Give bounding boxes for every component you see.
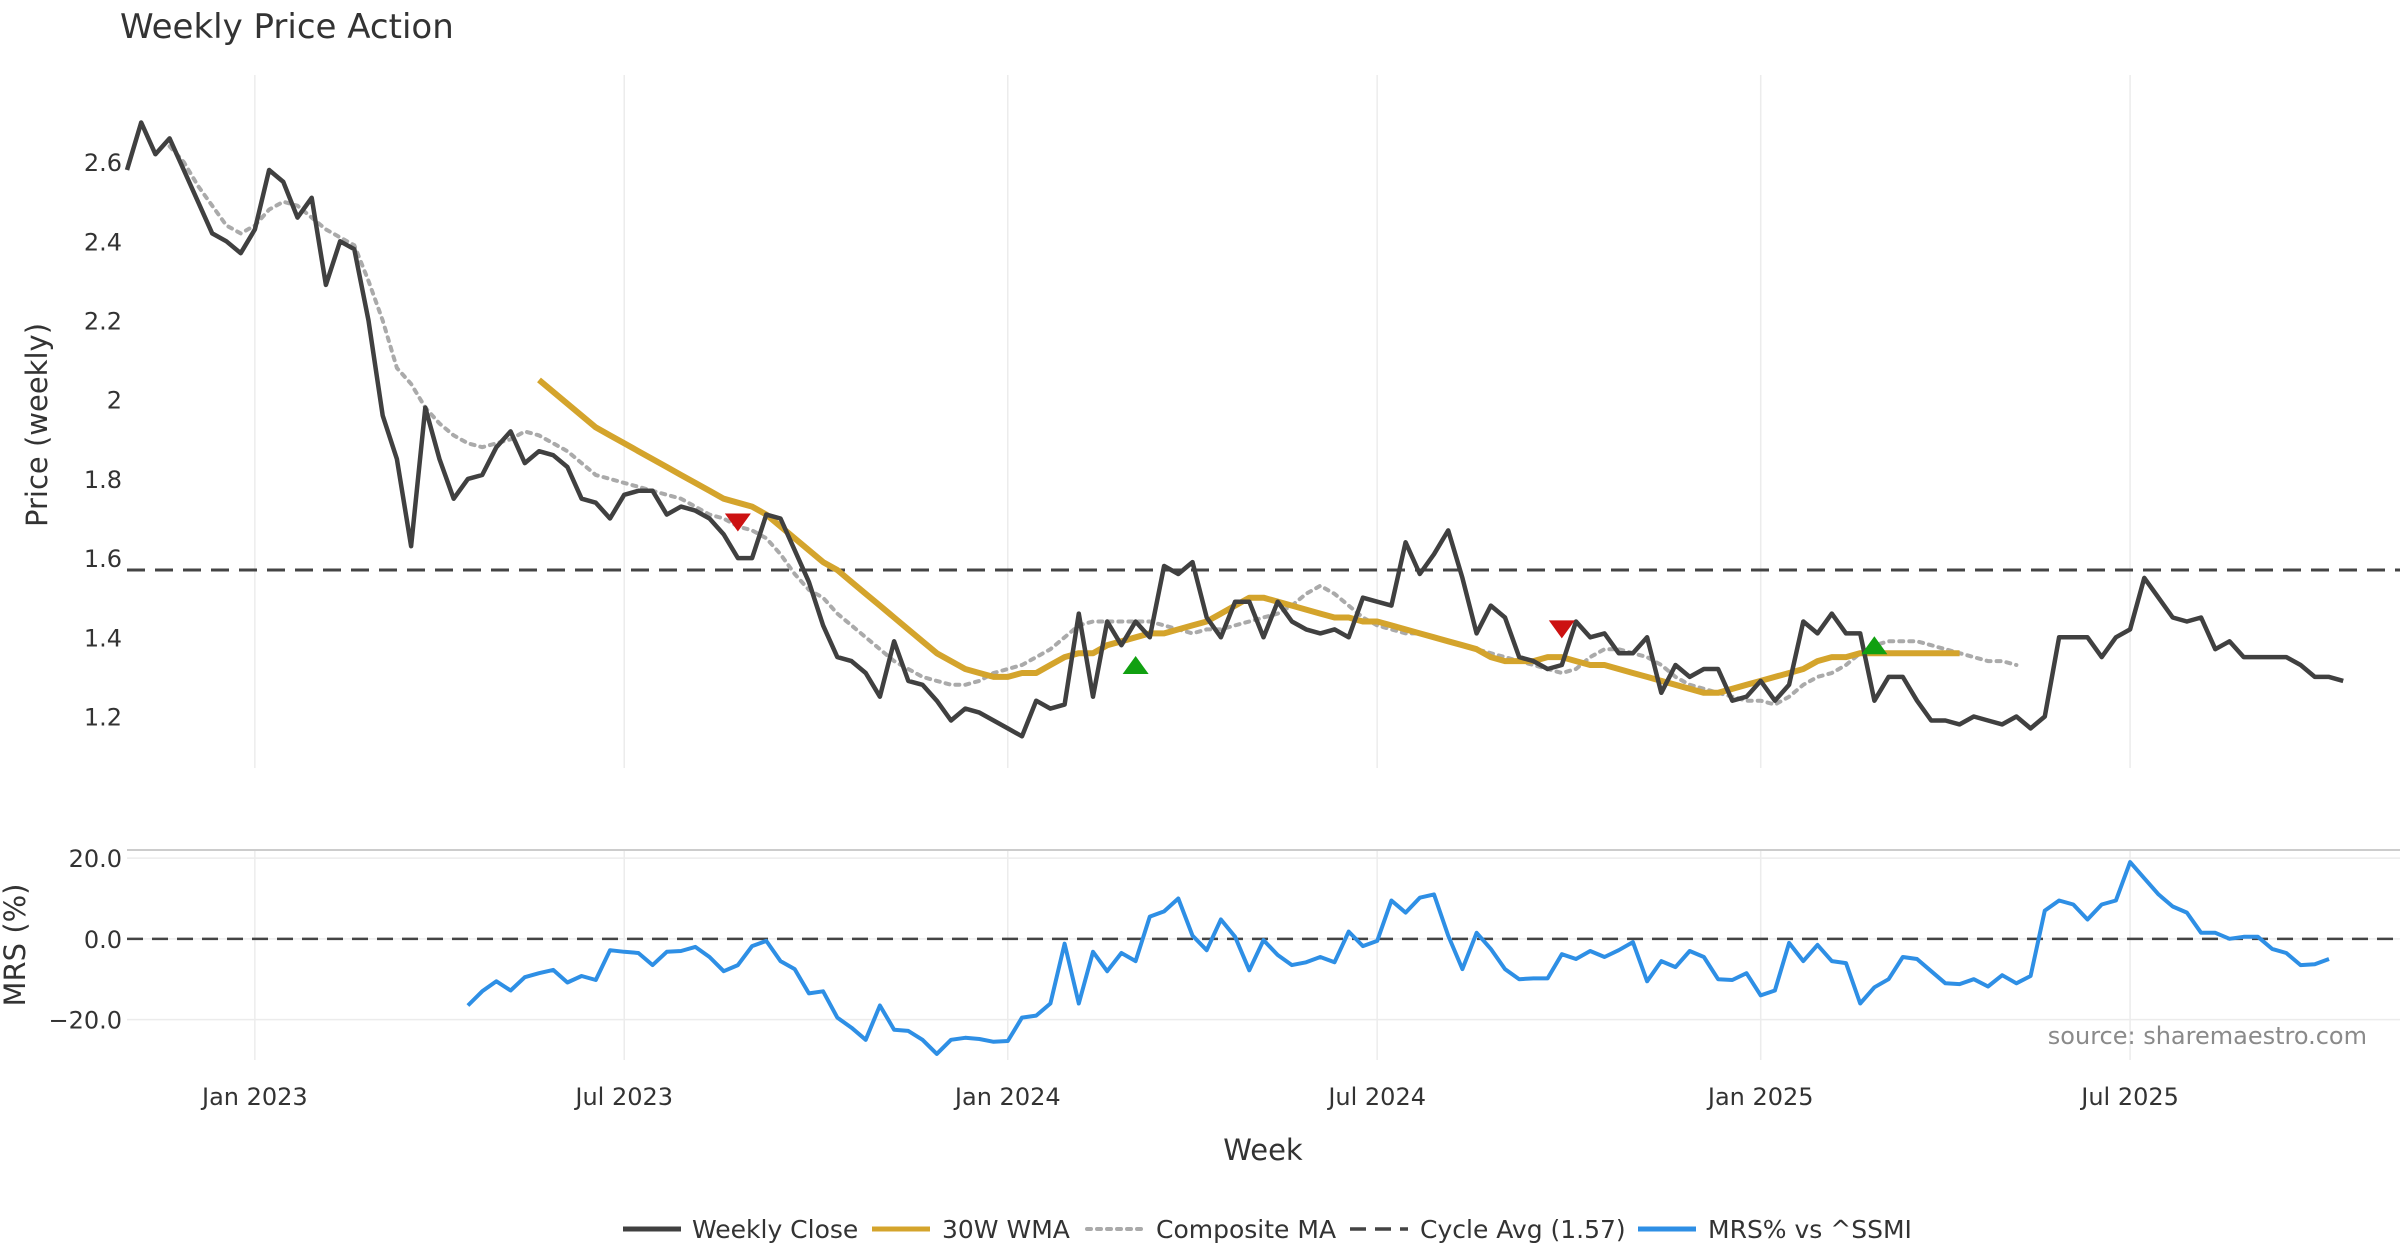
price-y-tick-label: 2: [107, 387, 122, 415]
price-y-tick-label: 2.4: [84, 228, 122, 256]
price-y-tick-label: 1.8: [84, 466, 122, 494]
x-tick-label: Jul 2023: [573, 1083, 673, 1111]
mrs-y-tick-label: 20.0: [69, 845, 122, 873]
chart-title: Weekly Price Action: [120, 7, 454, 47]
price-y-axis-title: Price (weekly): [20, 323, 54, 527]
legend-entry-mrs: MRS% vs ^SSMI: [1638, 1215, 1912, 1244]
sell-signal-marker: [724, 513, 751, 532]
price-y-tick-label: 2.6: [84, 149, 122, 177]
x-axis-title: Week: [1223, 1133, 1303, 1167]
legend-label-composite-ma: Composite MA: [1156, 1215, 1336, 1244]
legend-entry-cycle-avg: Cycle Avg (1.57): [1350, 1215, 1626, 1244]
x-tick-label: Jan 2023: [200, 1083, 308, 1111]
buy-signal-marker: [1122, 656, 1149, 675]
price-y-tick-labels: 1.2 1.4 1.6 1.8 2 2.2 2.4 2.6: [84, 149, 122, 731]
price-y-tick-label: 1.4: [84, 624, 122, 652]
source-annotation: source: sharemaestro.com: [2048, 1022, 2367, 1050]
price-y-tick-label: 1.6: [84, 545, 122, 573]
series-mrs-line: [466, 860, 2330, 1056]
chart-legend: Weekly Close 30W WMA Composite MA Cycle …: [623, 1215, 1912, 1244]
x-tick-labels: Jan 2023 Jul 2023 Jan 2024 Jul 2024 Jan 2025…: [200, 1083, 2179, 1111]
series-weekly-close-line: [124, 120, 2344, 739]
series-30w-wma-line: [537, 377, 1960, 696]
mrs-y-axis-title: MRS (%): [0, 884, 32, 1007]
price-y-tick-label: 2.2: [84, 308, 122, 336]
x-tick-label: Jan 2024: [953, 1083, 1061, 1111]
legend-entry-weekly-close: Weekly Close: [623, 1215, 858, 1244]
x-tick-label: Jul 2025: [2079, 1083, 2179, 1111]
legend-label-weekly-close: Weekly Close: [692, 1215, 858, 1244]
legend-label-mrs: MRS% vs ^SSMI: [1708, 1215, 1912, 1244]
price-panel-grid: [254, 75, 2131, 768]
buy-signal-marker: [1861, 636, 1888, 655]
x-tick-label: Jan 2025: [1706, 1083, 1814, 1111]
legend-entry-30w-wma: 30W WMA: [872, 1215, 1070, 1244]
mrs-y-tick-label: 0.0: [84, 926, 122, 954]
mrs-y-tick-label: −20.0: [48, 1007, 122, 1035]
legend-label-30w-wma: 30W WMA: [942, 1215, 1070, 1244]
signal-markers: [724, 513, 1888, 675]
price-y-tick-label: 1.2: [84, 704, 122, 732]
legend-entry-composite-ma: Composite MA: [1085, 1215, 1336, 1244]
legend-label-cycle-avg: Cycle Avg (1.57): [1420, 1215, 1626, 1244]
mrs-y-tick-labels: 20.0 0.0 −20.0: [48, 845, 122, 1035]
x-tick-label: Jul 2024: [1326, 1083, 1426, 1111]
sell-signal-marker: [1548, 620, 1575, 639]
